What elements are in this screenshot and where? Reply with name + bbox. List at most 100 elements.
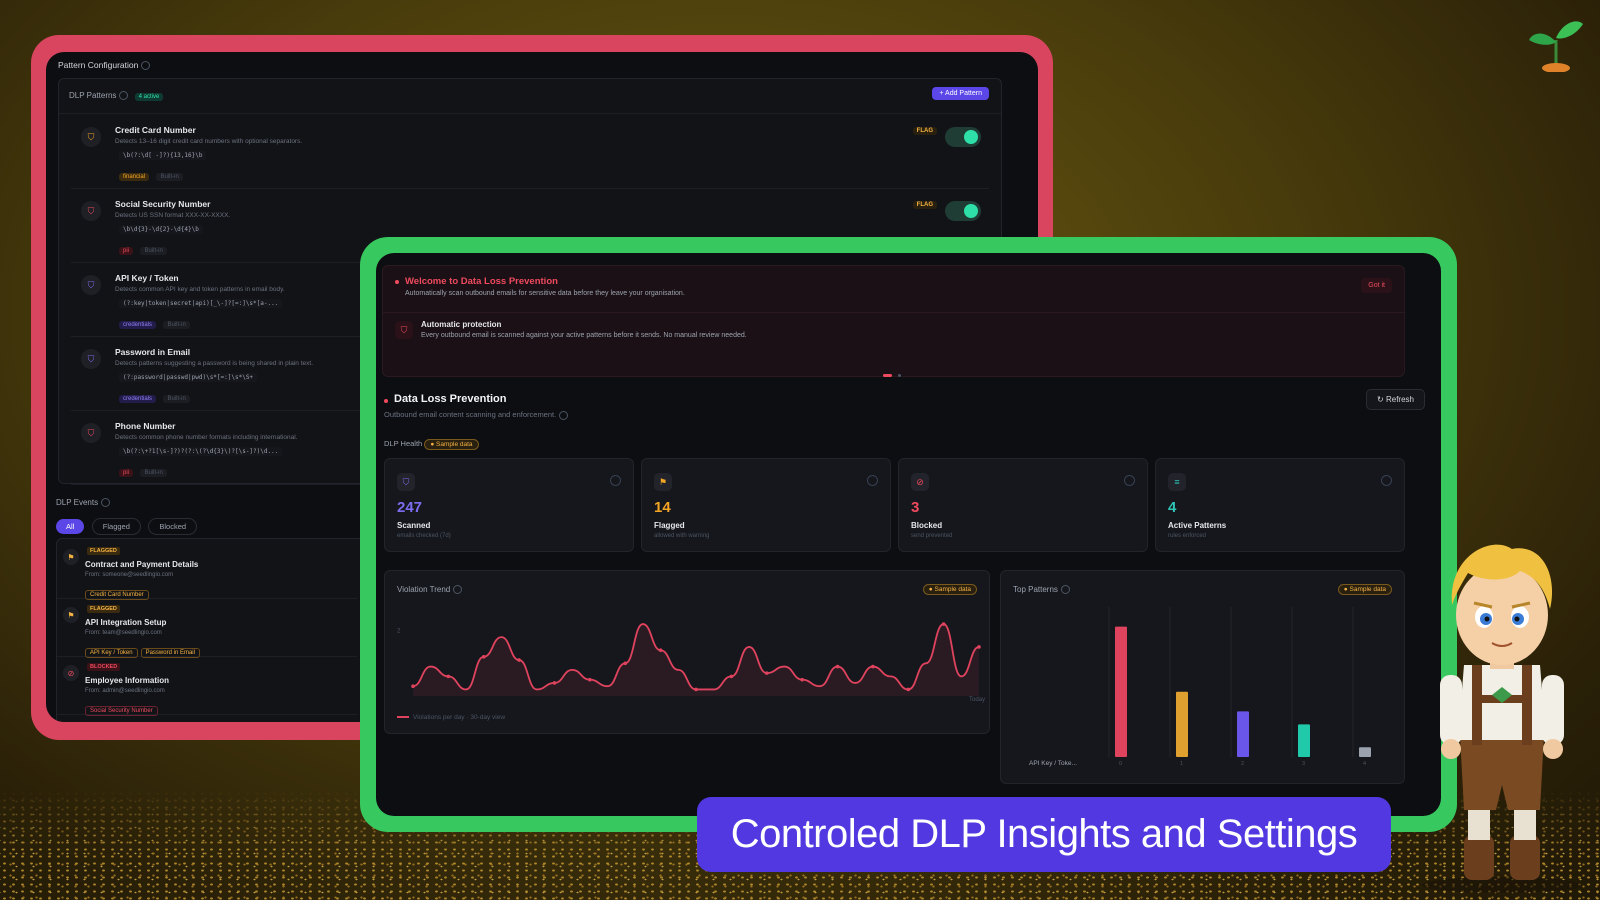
pattern-desc: Detects common phone number formats incl… (115, 434, 298, 441)
trend-point[interactable] (552, 681, 557, 685)
block-icon: ⊘ (911, 473, 929, 491)
active-count-badge: 4 active (134, 93, 164, 101)
violation-trend-title: Violation Trend (397, 585, 451, 594)
trend-point[interactable] (694, 687, 698, 692)
filter-flagged-tab[interactable]: Flagged (91, 518, 141, 535)
trend-point[interactable] (623, 661, 628, 666)
top-pattern-label: API Key / Toke... (1029, 760, 1077, 767)
trend-point[interactable] (517, 658, 521, 662)
pattern-name: Credit Card Number (115, 125, 196, 135)
info-icon[interactable] (610, 475, 621, 486)
filter-blocked-tab[interactable]: Blocked (148, 518, 198, 535)
stat-value: 14 (654, 499, 671, 516)
pattern-regex: (?:password|passwd|pwd)\s*[=:]\s*\S+ (119, 373, 258, 382)
pattern-tag: credentials (119, 321, 157, 329)
pattern-toggle[interactable] (945, 201, 981, 221)
trend-point[interactable] (977, 645, 981, 649)
event-title: API Integration Setup (85, 618, 167, 627)
violation-trend-card: Violation Trend ● Sample data 2 Today Vio… (384, 570, 990, 734)
trend-point[interactable] (835, 664, 840, 669)
shield-icon: ⛉ (395, 321, 413, 339)
carousel-dots[interactable] (883, 364, 902, 382)
action-badge[interactable]: FLAG (912, 201, 937, 209)
add-pattern-button[interactable]: + Add Pattern (932, 87, 989, 100)
action-badge[interactable]: FLAG (912, 127, 937, 135)
violation-trend-chart: 2 Today (397, 622, 985, 703)
x-end-label: Today (969, 697, 985, 703)
stat-card: ⊘ 3 Blocked send prevented (898, 458, 1148, 552)
trend-point[interactable] (800, 677, 804, 682)
event-title: Employee Information (85, 676, 170, 685)
dlp-patterns-label: DLP Patterns (69, 91, 117, 100)
trend-point[interactable] (871, 664, 875, 669)
info-icon[interactable] (119, 91, 129, 101)
refresh-button[interactable]: ↻ Refresh (1366, 389, 1425, 410)
event-row[interactable]: ⚑ FLAGGED Contract and Payment Details F… (57, 541, 357, 600)
info-icon[interactable] (453, 585, 463, 595)
info-icon[interactable] (559, 410, 569, 420)
event-title: Contract and Payment Details (85, 560, 199, 569)
pattern-desc: Detects 13–16 digit credit card numbers … (115, 138, 303, 145)
got-it-button[interactable]: Got it (1361, 278, 1392, 293)
event-tag: Credit Card Number (85, 590, 149, 600)
trend-point[interactable] (411, 684, 415, 688)
sample-data-badge: ● Sample data (1337, 584, 1392, 595)
top-patterns-chart: 0 1 2 3 4 (1108, 607, 1371, 767)
pattern-name: API Key / Token (115, 273, 179, 283)
welcome-title: Welcome to Data Loss Prevention (405, 276, 558, 287)
dlp-dashboard-screen: Welcome to Data Loss Prevention Automati… (376, 253, 1441, 816)
trend-point[interactable] (906, 687, 911, 692)
event-tag: API Key / Token (85, 648, 138, 658)
feature-desc: Every outbound email is scanned against … (421, 332, 747, 339)
info-icon[interactable] (867, 475, 878, 486)
event-row[interactable]: ⊘ BLOCKED Employee Information From: adm… (57, 657, 357, 716)
pattern-desc: Detects patterns suggesting a password i… (115, 360, 314, 367)
trend-point[interactable] (446, 674, 451, 679)
info-icon[interactable] (101, 498, 111, 508)
stat-label: Active Patterns (1168, 521, 1227, 530)
trend-point[interactable] (941, 622, 946, 626)
stat-card: ⚑ 14 Flagged allowed with warning (641, 458, 891, 552)
refresh-label: Refresh (1385, 395, 1414, 404)
pattern-config-title: Pattern Configuration (58, 60, 139, 70)
pattern-bar[interactable] (1359, 747, 1371, 757)
stat-sub: allowed with warning (654, 533, 710, 539)
pattern-regex: \b(?:\d[ -]?){13,16}\b (119, 151, 207, 160)
info-icon[interactable] (1124, 475, 1135, 486)
pattern-row[interactable]: ⛉ Credit Card Number Detects 13–16 digit… (71, 115, 989, 189)
pattern-name: Password in Email (115, 347, 191, 357)
trend-point[interactable] (764, 671, 769, 675)
shield-icon: ⛉ (81, 423, 101, 443)
trend-point[interactable] (481, 654, 486, 659)
info-icon[interactable] (1060, 585, 1070, 595)
filter-all-tab[interactable]: All (56, 519, 85, 534)
trend-point[interactable] (658, 648, 663, 653)
builtin-tag: Built-in (140, 469, 167, 477)
stat-label: Flagged (654, 521, 685, 530)
info-icon[interactable] (1381, 475, 1392, 486)
y-tick-label: 2 (397, 629, 401, 635)
event-from: From: someone@seedlingio.com (85, 572, 174, 578)
pattern-bar[interactable] (1115, 626, 1127, 757)
pattern-bar[interactable] (1176, 691, 1188, 757)
welcome-subtitle: Automatically scan outbound emails for s… (405, 290, 685, 297)
stat-value: 247 (397, 499, 423, 516)
trend-legend: Violations per day · 30-day view (397, 714, 505, 721)
bar-tick-label: 4 (1363, 761, 1366, 767)
trend-point[interactable] (729, 674, 734, 679)
event-from: From: team@seedlingio.com (85, 630, 162, 636)
pattern-name: Social Security Number (115, 199, 211, 209)
trend-point[interactable] (588, 677, 592, 682)
builtin-tag: Built-in (156, 173, 183, 181)
sample-data-badge: ● Sample data (424, 439, 479, 450)
pattern-toggle[interactable] (945, 127, 981, 147)
pattern-bar[interactable] (1237, 711, 1249, 757)
pattern-bar[interactable] (1298, 724, 1310, 757)
pattern-tag: pii (119, 469, 134, 477)
info-icon[interactable] (141, 61, 151, 71)
refresh-icon: ↻ (1377, 395, 1384, 404)
event-row[interactable]: ⚑ FLAGGED API Integration Setup From: te… (57, 599, 357, 658)
shield-icon: ⛉ (81, 127, 101, 147)
dlp-events-title: DLP Events (56, 498, 99, 507)
page-subtitle: Outbound email content scanning and enfo… (384, 410, 557, 419)
